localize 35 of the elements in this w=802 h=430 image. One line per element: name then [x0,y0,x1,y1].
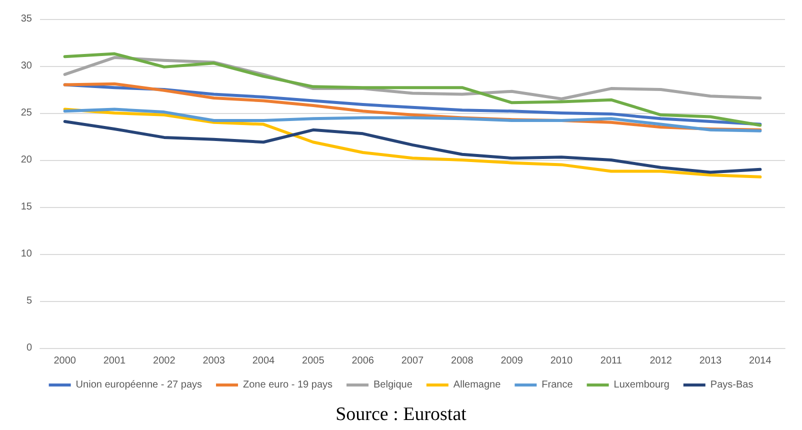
x-tick-label: 2012 [650,356,672,366]
y-tick-label: 35 [20,14,32,24]
legend-label: Belgique [374,380,413,390]
legend-label: Zone euro - 19 pays [243,380,333,390]
x-tick-label: 2013 [699,356,722,366]
x-tick-label: 2006 [352,356,374,366]
x-tick-label: 2002 [153,356,176,366]
x-tick-label: 2009 [500,356,524,366]
y-tick-label: 0 [26,342,32,354]
legend-label: France [542,380,574,390]
x-tick-label: 2001 [103,356,126,366]
y-tick-label: 5 [26,296,32,306]
x-tick-label: 2014 [749,356,772,366]
y-tick-label: 30 [20,60,32,72]
legend-label: Allemagne [453,380,502,390]
x-tick-label: 2007 [401,356,424,366]
x-tick-label: 2003 [202,356,226,366]
y-tick-label: 20 [20,154,32,166]
line-series [63,120,762,174]
y-tick-label: 10 [20,248,32,260]
line-series [63,108,762,132]
y-tick-label: 25 [20,108,32,118]
legend-label: Luxembourg [614,380,670,390]
y-tick-label: 15 [20,202,32,212]
x-tick-label: 2004 [252,356,276,366]
x-tick-label: 2010 [550,356,574,366]
x-tick-label: 2008 [451,356,474,366]
x-tick-label: 2011 [600,356,622,366]
line-series [63,108,762,178]
legend-label: Pays-Bas [710,380,754,390]
x-tick-label: 2000 [54,356,76,366]
legend-label: Union européenne - 27 pays [76,380,202,390]
source-note: Source : Eurostat [334,404,468,426]
x-tick-label: 2005 [302,356,325,366]
line-series [63,52,762,127]
